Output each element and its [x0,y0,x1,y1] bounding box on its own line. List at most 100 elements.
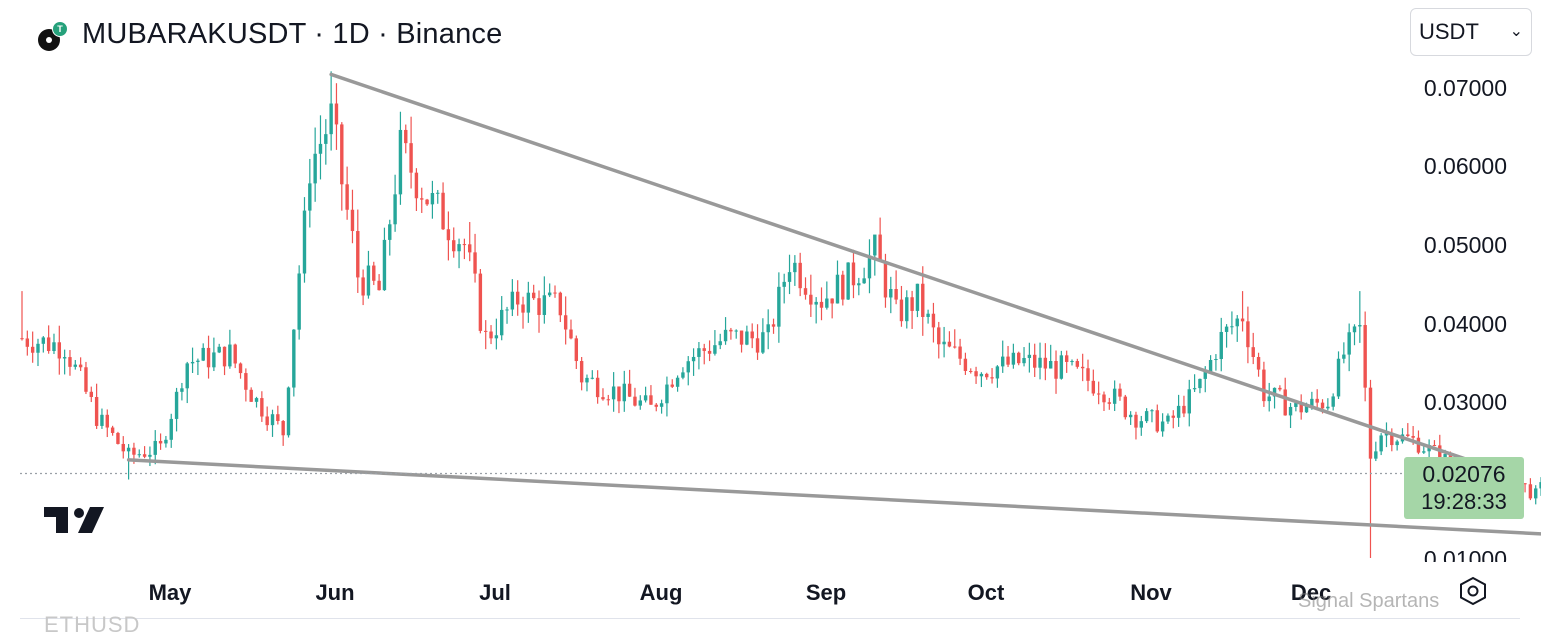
candle-body [1438,445,1442,464]
candle-body [899,299,904,322]
candle-body [926,313,930,317]
candle-body [670,384,674,387]
candle-body [1379,435,1383,452]
watermark-text: Signal Spartans [1298,590,1440,612]
candle-body [46,337,51,352]
candle-body [276,414,280,422]
candle-body [601,397,605,400]
candle-body [579,361,584,383]
candle-body [132,447,136,455]
candle-body [372,265,376,281]
candle-body [1336,358,1341,397]
settings-hexagon-icon[interactable] [1458,576,1488,606]
candle-body [350,209,355,232]
candle-body [723,329,728,342]
candle-body [862,278,866,284]
candle-body [41,337,46,344]
candle-body [665,384,669,404]
candle-body [942,341,946,345]
candle-body [366,265,371,296]
candle-body [158,440,163,444]
candle-body [489,331,493,339]
candle-body [254,398,259,402]
candle-body [659,403,664,407]
candle-body [142,454,147,457]
candle-body [691,356,696,362]
candle-body [148,454,152,457]
candle-body [1246,321,1250,348]
candle-body [100,414,104,426]
candle-body [755,338,760,353]
candle-body [974,371,978,377]
candle-body [681,372,685,378]
candle-body [937,327,941,345]
candle-body [233,344,237,364]
candle-body [595,377,600,398]
currency-select[interactable]: USDT ⌄ [1410,8,1532,56]
candle-body [265,416,269,426]
candle-body [30,346,35,353]
candle-body [68,357,72,367]
candle-body [1352,326,1357,333]
candle-body [430,193,435,205]
candle-body [222,346,227,367]
x-tick-label: Jun [315,580,355,605]
candle-body [238,363,243,374]
candle-body [563,315,568,330]
candle-body [718,341,722,346]
candle-body [1411,436,1415,438]
candle-body [105,414,109,428]
candle-body [739,330,744,345]
candle-body [468,244,472,253]
candle-body [436,192,440,194]
candle-body [1001,356,1005,367]
candle-body [153,440,157,455]
candle-body [1267,396,1271,402]
candle-body [1091,380,1096,394]
candle-body [1320,402,1325,409]
trendline[interactable] [329,72,1517,478]
candle-body [1342,354,1346,359]
candle-body [73,364,77,367]
candle-body [1203,371,1207,379]
candle-body [313,153,317,184]
candle-body [1262,369,1266,402]
candle-body [1059,355,1064,379]
candle-body [1368,387,1373,459]
candle-body [57,342,62,359]
candle-body [521,304,525,313]
y-tick-label: 0.01000 [1423,546,1507,562]
trendline[interactable] [126,458,1541,536]
candle-body [110,427,115,433]
x-tick-label: Sep [805,580,847,605]
tradingview-logo-icon[interactable] [42,505,106,535]
candle-body [1128,414,1133,418]
candle-body [606,399,610,401]
candle-body [441,192,445,230]
candle-body [1006,356,1010,365]
candle-body [969,370,973,372]
candle-body [889,289,893,298]
candle-body [734,330,738,332]
candle-body [270,414,275,426]
candle-body [958,346,962,359]
candle-body [1075,361,1080,367]
candle-body [953,346,957,348]
candle-body [52,342,56,352]
candle-body [457,244,461,252]
candle-body [931,313,936,328]
candle-body [697,348,701,357]
candle-body [1331,396,1335,407]
candle-body [1054,361,1058,379]
candle-body [121,443,125,452]
candle-body [750,331,754,339]
y-tick-label: 0.05000 [1423,232,1507,258]
candle-body [89,391,93,398]
candle-body [164,439,168,444]
candle-body [361,277,365,296]
candle-body [180,388,184,392]
candle-body [611,386,616,400]
candle-body [1017,352,1021,364]
candle-body [1134,414,1138,428]
